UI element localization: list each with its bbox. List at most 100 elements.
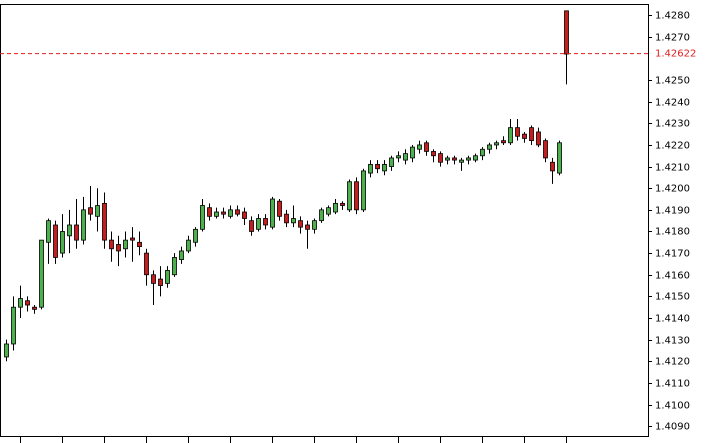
candle-body bbox=[270, 198, 275, 228]
candle-body bbox=[536, 131, 541, 146]
current-price-label: 1.42622 bbox=[655, 49, 696, 60]
candle-body bbox=[123, 239, 128, 250]
candle-body bbox=[452, 157, 457, 161]
candle-body bbox=[368, 164, 373, 174]
candle-body bbox=[550, 161, 555, 172]
y-tick-label: 1.4220 bbox=[655, 141, 690, 152]
candle-body bbox=[326, 207, 331, 215]
y-tick-label: 1.4180 bbox=[655, 227, 690, 238]
candle-body bbox=[480, 148, 485, 157]
candle-body bbox=[228, 209, 233, 217]
candle-body bbox=[543, 140, 548, 159]
y-tick-label: 1.4120 bbox=[655, 357, 690, 368]
candle-body bbox=[305, 224, 310, 230]
y-tick-label: 1.4090 bbox=[655, 422, 690, 433]
candle-body bbox=[333, 202, 338, 213]
candle-body bbox=[445, 157, 450, 161]
y-tick-label: 1.4170 bbox=[655, 249, 690, 260]
y-tick-label: 1.4250 bbox=[655, 76, 690, 87]
candle-body bbox=[501, 140, 506, 144]
candle-body bbox=[522, 133, 527, 139]
candle-body bbox=[249, 220, 254, 232]
candle-body bbox=[403, 153, 408, 161]
candle-body bbox=[88, 207, 93, 215]
candle-body bbox=[32, 306, 37, 310]
candle-body bbox=[298, 220, 303, 228]
y-tick-label: 1.4150 bbox=[655, 292, 690, 303]
candle-body bbox=[438, 153, 443, 163]
candle-body bbox=[151, 274, 156, 284]
y-tick-label: 1.4130 bbox=[655, 336, 690, 347]
candle-body bbox=[312, 220, 317, 230]
y-tick-label: 1.4110 bbox=[655, 379, 690, 390]
plot-frame bbox=[0, 4, 649, 437]
candle-body bbox=[389, 157, 394, 167]
candle-body bbox=[487, 144, 492, 150]
candle-body bbox=[242, 211, 247, 219]
candle-body bbox=[207, 207, 212, 217]
candle-body bbox=[81, 209, 86, 241]
y-tick-label: 1.4230 bbox=[655, 119, 690, 130]
candle-body bbox=[424, 142, 429, 152]
y-tick-label: 1.4160 bbox=[655, 271, 690, 282]
candle-body bbox=[319, 209, 324, 222]
candle-body bbox=[67, 224, 72, 237]
candle-body bbox=[382, 164, 387, 172]
candle-body bbox=[4, 343, 9, 358]
candle-body bbox=[431, 151, 436, 157]
candle-body bbox=[396, 155, 401, 159]
candle-body bbox=[39, 239, 44, 308]
candle-body bbox=[235, 209, 240, 215]
candle-body bbox=[417, 144, 422, 150]
candle-body bbox=[340, 202, 345, 206]
y-tick-label: 1.4190 bbox=[655, 206, 690, 217]
candle-body bbox=[284, 213, 289, 224]
y-tick-label: 1.4200 bbox=[655, 184, 690, 195]
candle-body bbox=[256, 218, 261, 230]
candle-body bbox=[291, 218, 296, 224]
candle-body bbox=[508, 127, 513, 144]
candle-body bbox=[529, 127, 534, 142]
candle-body bbox=[46, 220, 51, 243]
candle-body bbox=[25, 300, 30, 306]
candle-body bbox=[109, 239, 114, 250]
candle-body bbox=[74, 224, 79, 241]
candle-body bbox=[473, 155, 478, 161]
candle-body bbox=[11, 306, 16, 345]
y-tick-label: 1.4210 bbox=[655, 163, 690, 174]
candle-body bbox=[179, 250, 184, 261]
candle-body bbox=[263, 218, 268, 226]
candle-body bbox=[410, 146, 415, 159]
candle-body bbox=[144, 252, 149, 276]
candle-body bbox=[130, 237, 135, 241]
candle-body bbox=[466, 157, 471, 161]
candle-body bbox=[354, 181, 359, 211]
candle-body bbox=[459, 159, 464, 163]
candle-body bbox=[277, 200, 282, 217]
y-tick-label: 1.4240 bbox=[655, 98, 690, 109]
candle-body bbox=[95, 205, 100, 217]
y-tick-label: 1.4280 bbox=[655, 11, 690, 22]
candle-body bbox=[564, 10, 569, 55]
candle-body bbox=[158, 278, 163, 286]
y-tick-label: 1.4270 bbox=[655, 33, 690, 44]
candle-body bbox=[186, 239, 191, 252]
candle-body bbox=[200, 205, 205, 230]
candle-body bbox=[137, 241, 142, 248]
candle-body bbox=[515, 127, 520, 137]
candle-body bbox=[221, 211, 226, 215]
candle-body bbox=[214, 211, 219, 217]
candle-body bbox=[375, 164, 380, 170]
candle-body bbox=[165, 270, 170, 284]
candle-body bbox=[361, 170, 366, 211]
candle-body bbox=[53, 224, 58, 258]
candle-body bbox=[60, 231, 65, 254]
candle-body bbox=[102, 202, 107, 241]
y-tick-label: 1.4140 bbox=[655, 314, 690, 325]
candle-body bbox=[116, 244, 121, 252]
candle-body bbox=[347, 181, 352, 211]
y-tick-label: 1.4100 bbox=[655, 401, 690, 412]
candle-body bbox=[18, 298, 23, 308]
candle-body bbox=[172, 257, 177, 276]
